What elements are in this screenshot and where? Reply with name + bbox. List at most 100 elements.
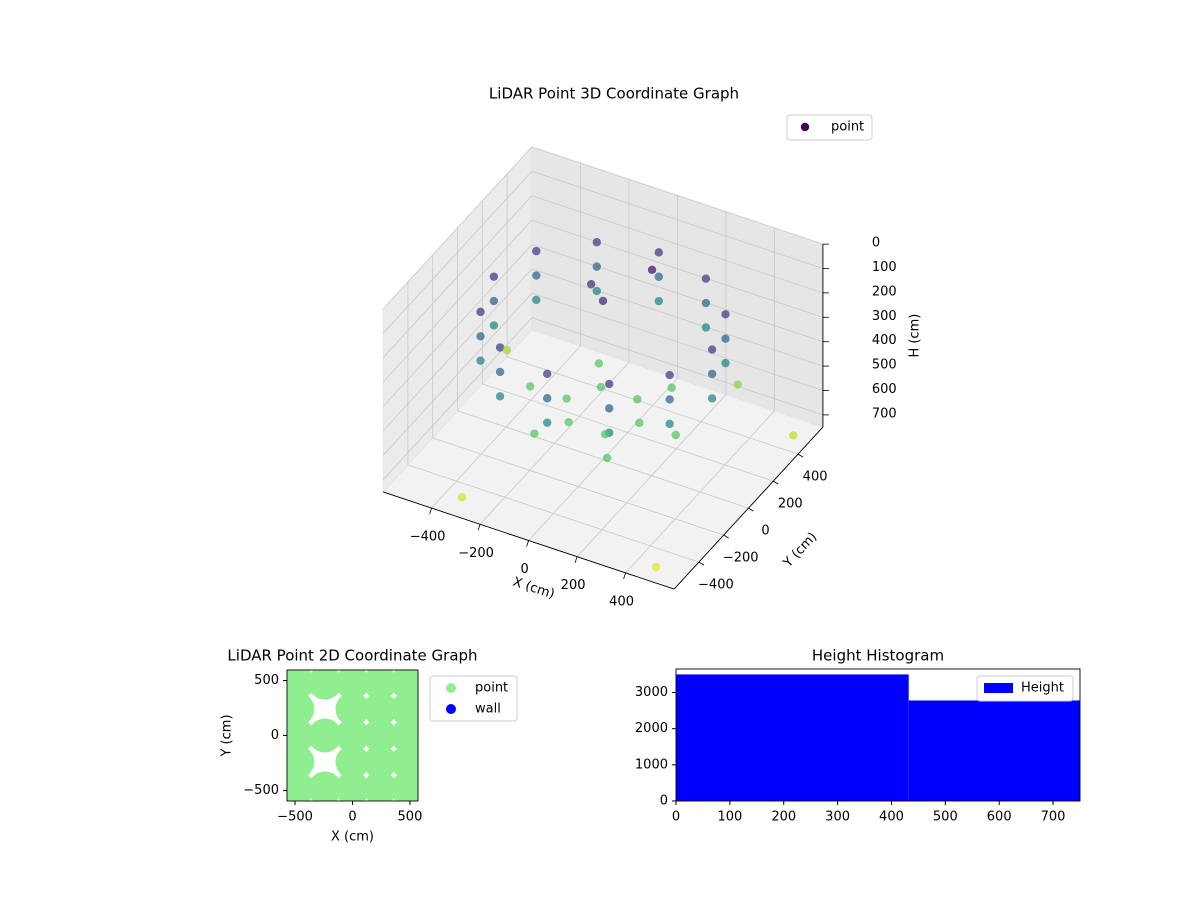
point (502, 345, 512, 355)
grid-line (506, 356, 799, 455)
point (335, 718, 370, 753)
point (335, 771, 370, 801)
grid-line (531, 146, 824, 245)
x-tick-label: 300 (825, 810, 850, 825)
point (363, 670, 398, 700)
tick-mark (526, 540, 529, 547)
point (363, 692, 398, 727)
y-tick-label: 0 (761, 524, 769, 539)
y-tick-label: 1000 (635, 757, 668, 772)
tick-mark (698, 561, 705, 566)
point (592, 262, 601, 271)
x-tick-label: 400 (609, 594, 634, 609)
z-tick-label: 300 (872, 309, 897, 324)
point (654, 248, 663, 257)
tick-mark (429, 507, 432, 515)
point (532, 271, 541, 280)
point (701, 298, 711, 308)
point (654, 272, 663, 281)
x-tick-label: −200 (458, 546, 494, 561)
y-axis-label: Y (cm) (780, 530, 820, 572)
point (654, 296, 663, 306)
point (476, 307, 485, 317)
plot-area (287, 670, 418, 801)
point (721, 334, 730, 343)
point (287, 718, 315, 753)
point (495, 392, 505, 401)
point (707, 394, 717, 403)
chart-title: LiDAR Point 2D Coordinate Graph (227, 647, 477, 665)
point (489, 296, 499, 306)
tick-mark (477, 524, 481, 531)
x-tick-label: −400 (410, 530, 446, 545)
point (605, 404, 614, 413)
point (287, 771, 315, 801)
point (665, 370, 674, 380)
grid-line (531, 292, 824, 391)
grid-line (407, 464, 700, 563)
x-tick-label: 0 (348, 810, 356, 825)
y-tick-label: −500 (243, 783, 279, 798)
point (598, 296, 608, 306)
point (633, 395, 642, 404)
z-tick-label: 500 (872, 358, 897, 373)
grid-line (382, 317, 533, 480)
y-tick-label: −400 (698, 578, 734, 593)
grid-line (482, 383, 774, 482)
point (701, 323, 711, 332)
point (592, 286, 601, 296)
x-tick-label: 200 (771, 810, 796, 825)
grid-line (531, 170, 824, 269)
chart-title: LiDAR Point 3D Coordinate Graph (489, 85, 739, 103)
point (594, 359, 604, 368)
point (707, 345, 717, 354)
point (667, 383, 676, 392)
point (665, 419, 674, 429)
grid-line (531, 195, 824, 294)
legend-marker (446, 704, 456, 714)
x-tick-label: 500 (933, 810, 958, 825)
point (635, 418, 644, 428)
point (363, 744, 398, 779)
point (651, 562, 661, 572)
legend-label: point (475, 681, 508, 696)
point (287, 670, 315, 700)
y-tick-label: 500 (254, 673, 279, 688)
legend-box (976, 675, 1074, 702)
z-tick-label: 600 (872, 382, 897, 397)
tick-mark (748, 507, 754, 512)
point (733, 380, 742, 389)
point (596, 382, 606, 392)
legend-label: wall (475, 702, 501, 717)
point (562, 394, 571, 403)
point (390, 670, 418, 700)
point (721, 310, 730, 319)
y-tick-label: −200 (723, 551, 759, 566)
x-axis-label: X (cm) (511, 575, 557, 603)
legend-label: Height (1021, 681, 1064, 696)
point (287, 692, 315, 727)
chart-title: Height Histogram (812, 647, 944, 665)
grid-line (382, 146, 533, 310)
point (335, 692, 370, 727)
legend-box (786, 114, 873, 141)
x-tick-label: 0 (520, 562, 528, 577)
z-tick-label: 700 (872, 406, 897, 421)
point (665, 395, 674, 404)
y-axis-label: Y (cm) (220, 714, 235, 757)
legend-marker (446, 683, 456, 693)
grid-line (531, 244, 824, 343)
grid-line (457, 410, 749, 509)
point (605, 379, 614, 389)
y-axis-line (673, 426, 824, 590)
x-tick-label: 400 (879, 810, 904, 825)
y-tick-label: 3000 (635, 685, 668, 700)
grid-line (382, 171, 533, 334)
point (363, 718, 398, 753)
grid-line (382, 293, 533, 456)
point (564, 417, 573, 427)
point (592, 238, 601, 247)
z-tick-label: 200 (872, 284, 897, 299)
point (476, 332, 485, 341)
y-tick-label: 2000 (635, 721, 668, 736)
